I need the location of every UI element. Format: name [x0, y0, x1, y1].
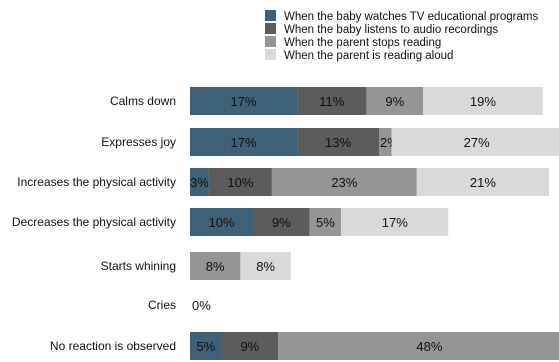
data-label: 9% [385, 94, 404, 109]
bars: 17% 11% 9% 19%17% 13% 2% 27%3% 10% 23% 21%10% 9% 5%… [190, 87, 559, 360]
legend: When the baby watches TV educational pro… [265, 10, 538, 62]
data-label: 9% [240, 339, 259, 354]
category-label: Increases the physical activity [17, 175, 176, 189]
bar-segment [379, 128, 392, 156]
data-label: 19% [470, 94, 496, 109]
data-label: 5% [196, 339, 215, 354]
data-label: 8% [206, 259, 225, 274]
legend-label-1: When the baby watches TV educational pro… [284, 11, 538, 23]
bar-segment [341, 208, 449, 236]
data-label: 23% [331, 175, 357, 190]
legend-swatch-3 [265, 36, 276, 47]
data-label: 27% [464, 135, 490, 150]
bar-segment [271, 168, 417, 196]
bar-segment [391, 128, 559, 156]
data-label: 8% [256, 259, 275, 274]
bar-segment [278, 332, 559, 360]
legend-label-4: When the parent is reading aloud [284, 50, 453, 62]
category-label: Starts whining [101, 259, 176, 273]
category-label: Decreases the physical activity [12, 215, 176, 229]
bar-segment [208, 168, 272, 196]
bar-segment [190, 208, 253, 236]
bar-segment [190, 128, 298, 156]
data-label: 17% [231, 135, 257, 150]
legend-swatch-4 [265, 49, 276, 60]
data-label: 21% [470, 175, 496, 190]
bar-segment [423, 87, 543, 115]
data-label: 9% [272, 215, 291, 230]
data-label: 13% [325, 135, 351, 150]
bar-segment [240, 252, 291, 280]
bar-segment [416, 168, 550, 196]
bar-segment [190, 332, 222, 360]
data-label: 0% [192, 298, 211, 313]
data-label: 10% [227, 175, 253, 190]
category-label: Expresses joy [101, 135, 176, 149]
data-label: 3% [190, 175, 209, 190]
data-label: 17% [382, 215, 408, 230]
legend-label-3: When the parent stops reading [284, 37, 441, 49]
legend-swatch-2 [265, 23, 276, 34]
data-label: 11% [319, 94, 344, 109]
legend-label-2: When the baby listens to audio recording… [284, 24, 498, 36]
data-label: 17% [231, 94, 257, 109]
bar-segment [253, 208, 310, 236]
data-label: 48% [416, 339, 442, 354]
category-label: Cries [148, 298, 176, 312]
bar-segment [190, 252, 241, 280]
bar-segment [309, 208, 342, 236]
bar-segment [366, 87, 424, 115]
data-label: 5% [316, 215, 335, 230]
bar-segment [190, 168, 209, 196]
category-label: No reaction is observed [50, 339, 176, 353]
data-label: 10% [208, 215, 234, 230]
category-label: Calms down [110, 94, 176, 108]
legend-swatch-1 [265, 10, 276, 21]
category-labels: Calms down Expresses joy Increases the phy… [12, 94, 176, 353]
bar-segment [297, 128, 379, 156]
bar-segment [190, 87, 298, 115]
bar-segment [297, 87, 367, 115]
bar-segment [221, 332, 279, 360]
